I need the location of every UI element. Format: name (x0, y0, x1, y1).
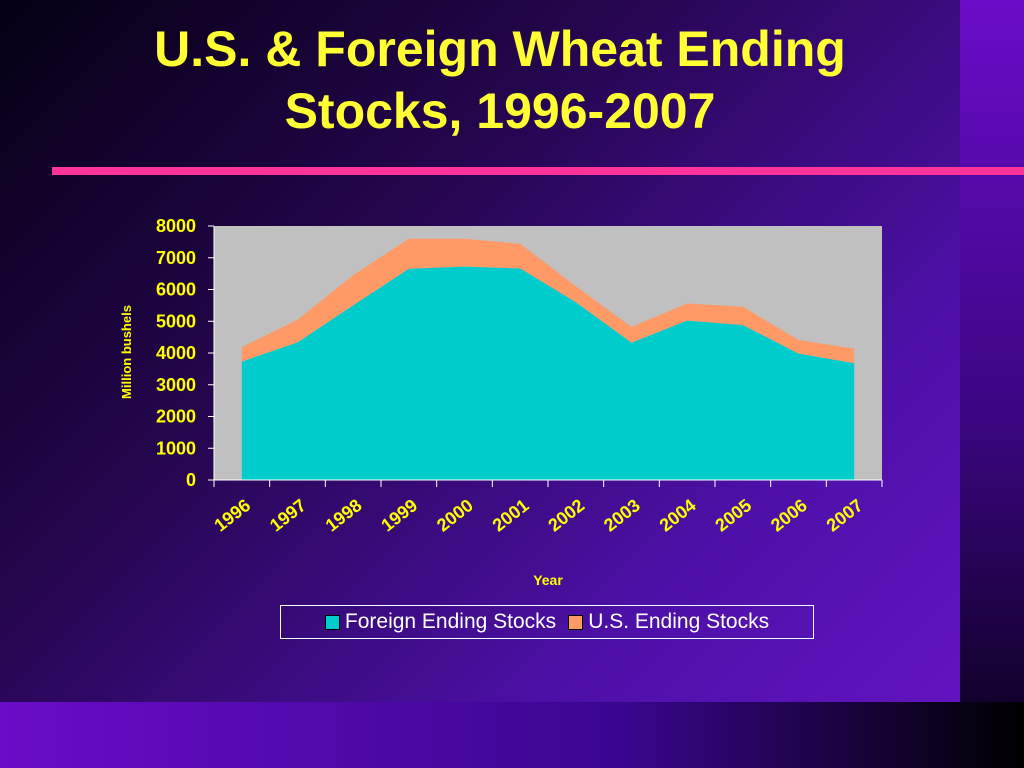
x-tick-label: 1999 (377, 495, 421, 535)
legend-item-us: U.S. Ending Stocks (568, 610, 769, 634)
x-tick-label: 2001 (489, 495, 533, 535)
y-tick-label: 4000 (156, 343, 196, 363)
legend-label-foreign: Foreign Ending Stocks (344, 610, 557, 633)
x-tick-label: 2000 (433, 495, 477, 535)
x-axis-label: Year (533, 572, 563, 588)
y-tick-label: 3000 (156, 375, 196, 395)
y-axis-label: Million bushels (119, 305, 134, 399)
y-tick-label: 6000 (156, 280, 196, 300)
x-tick-label: 2004 (656, 495, 700, 535)
decorative-bottom-strip (0, 702, 1024, 768)
y-tick-label: 0 (186, 470, 196, 490)
y-tick-label: 7000 (156, 248, 196, 268)
x-tick-label: 1997 (266, 495, 310, 535)
title-divider (52, 167, 1024, 175)
x-tick-label: 2007 (823, 495, 867, 535)
legend-swatch-foreign (324, 614, 340, 630)
area-us-ending-stocks (241, 238, 855, 364)
decorative-right-strip (960, 0, 1024, 768)
x-tick-label: 2003 (600, 495, 644, 535)
y-tick-label: 1000 (156, 438, 196, 458)
x-tick-label: 2002 (544, 495, 588, 535)
area-foreign-ending-stocks (241, 266, 855, 480)
x-tick-label: 2005 (711, 495, 755, 535)
y-tick-label: 2000 (156, 407, 196, 427)
x-tick-label: 1998 (322, 495, 366, 535)
legend-label-us: U.S. Ending Stocks (588, 610, 770, 633)
legend-swatch-us (568, 614, 584, 630)
chart-legend: Foreign Ending Stocks U.S. Ending Stocks (280, 605, 814, 639)
x-tick-label: 2006 (767, 495, 811, 535)
legend-item-foreign: Foreign Ending Stocks (324, 610, 557, 634)
y-tick-label: 8000 (156, 216, 196, 236)
x-tick-label: 1996 (210, 495, 254, 535)
y-tick-label: 5000 (156, 311, 196, 331)
slide-title: U.S. & Foreign Wheat Ending Stocks, 1996… (154, 21, 846, 139)
